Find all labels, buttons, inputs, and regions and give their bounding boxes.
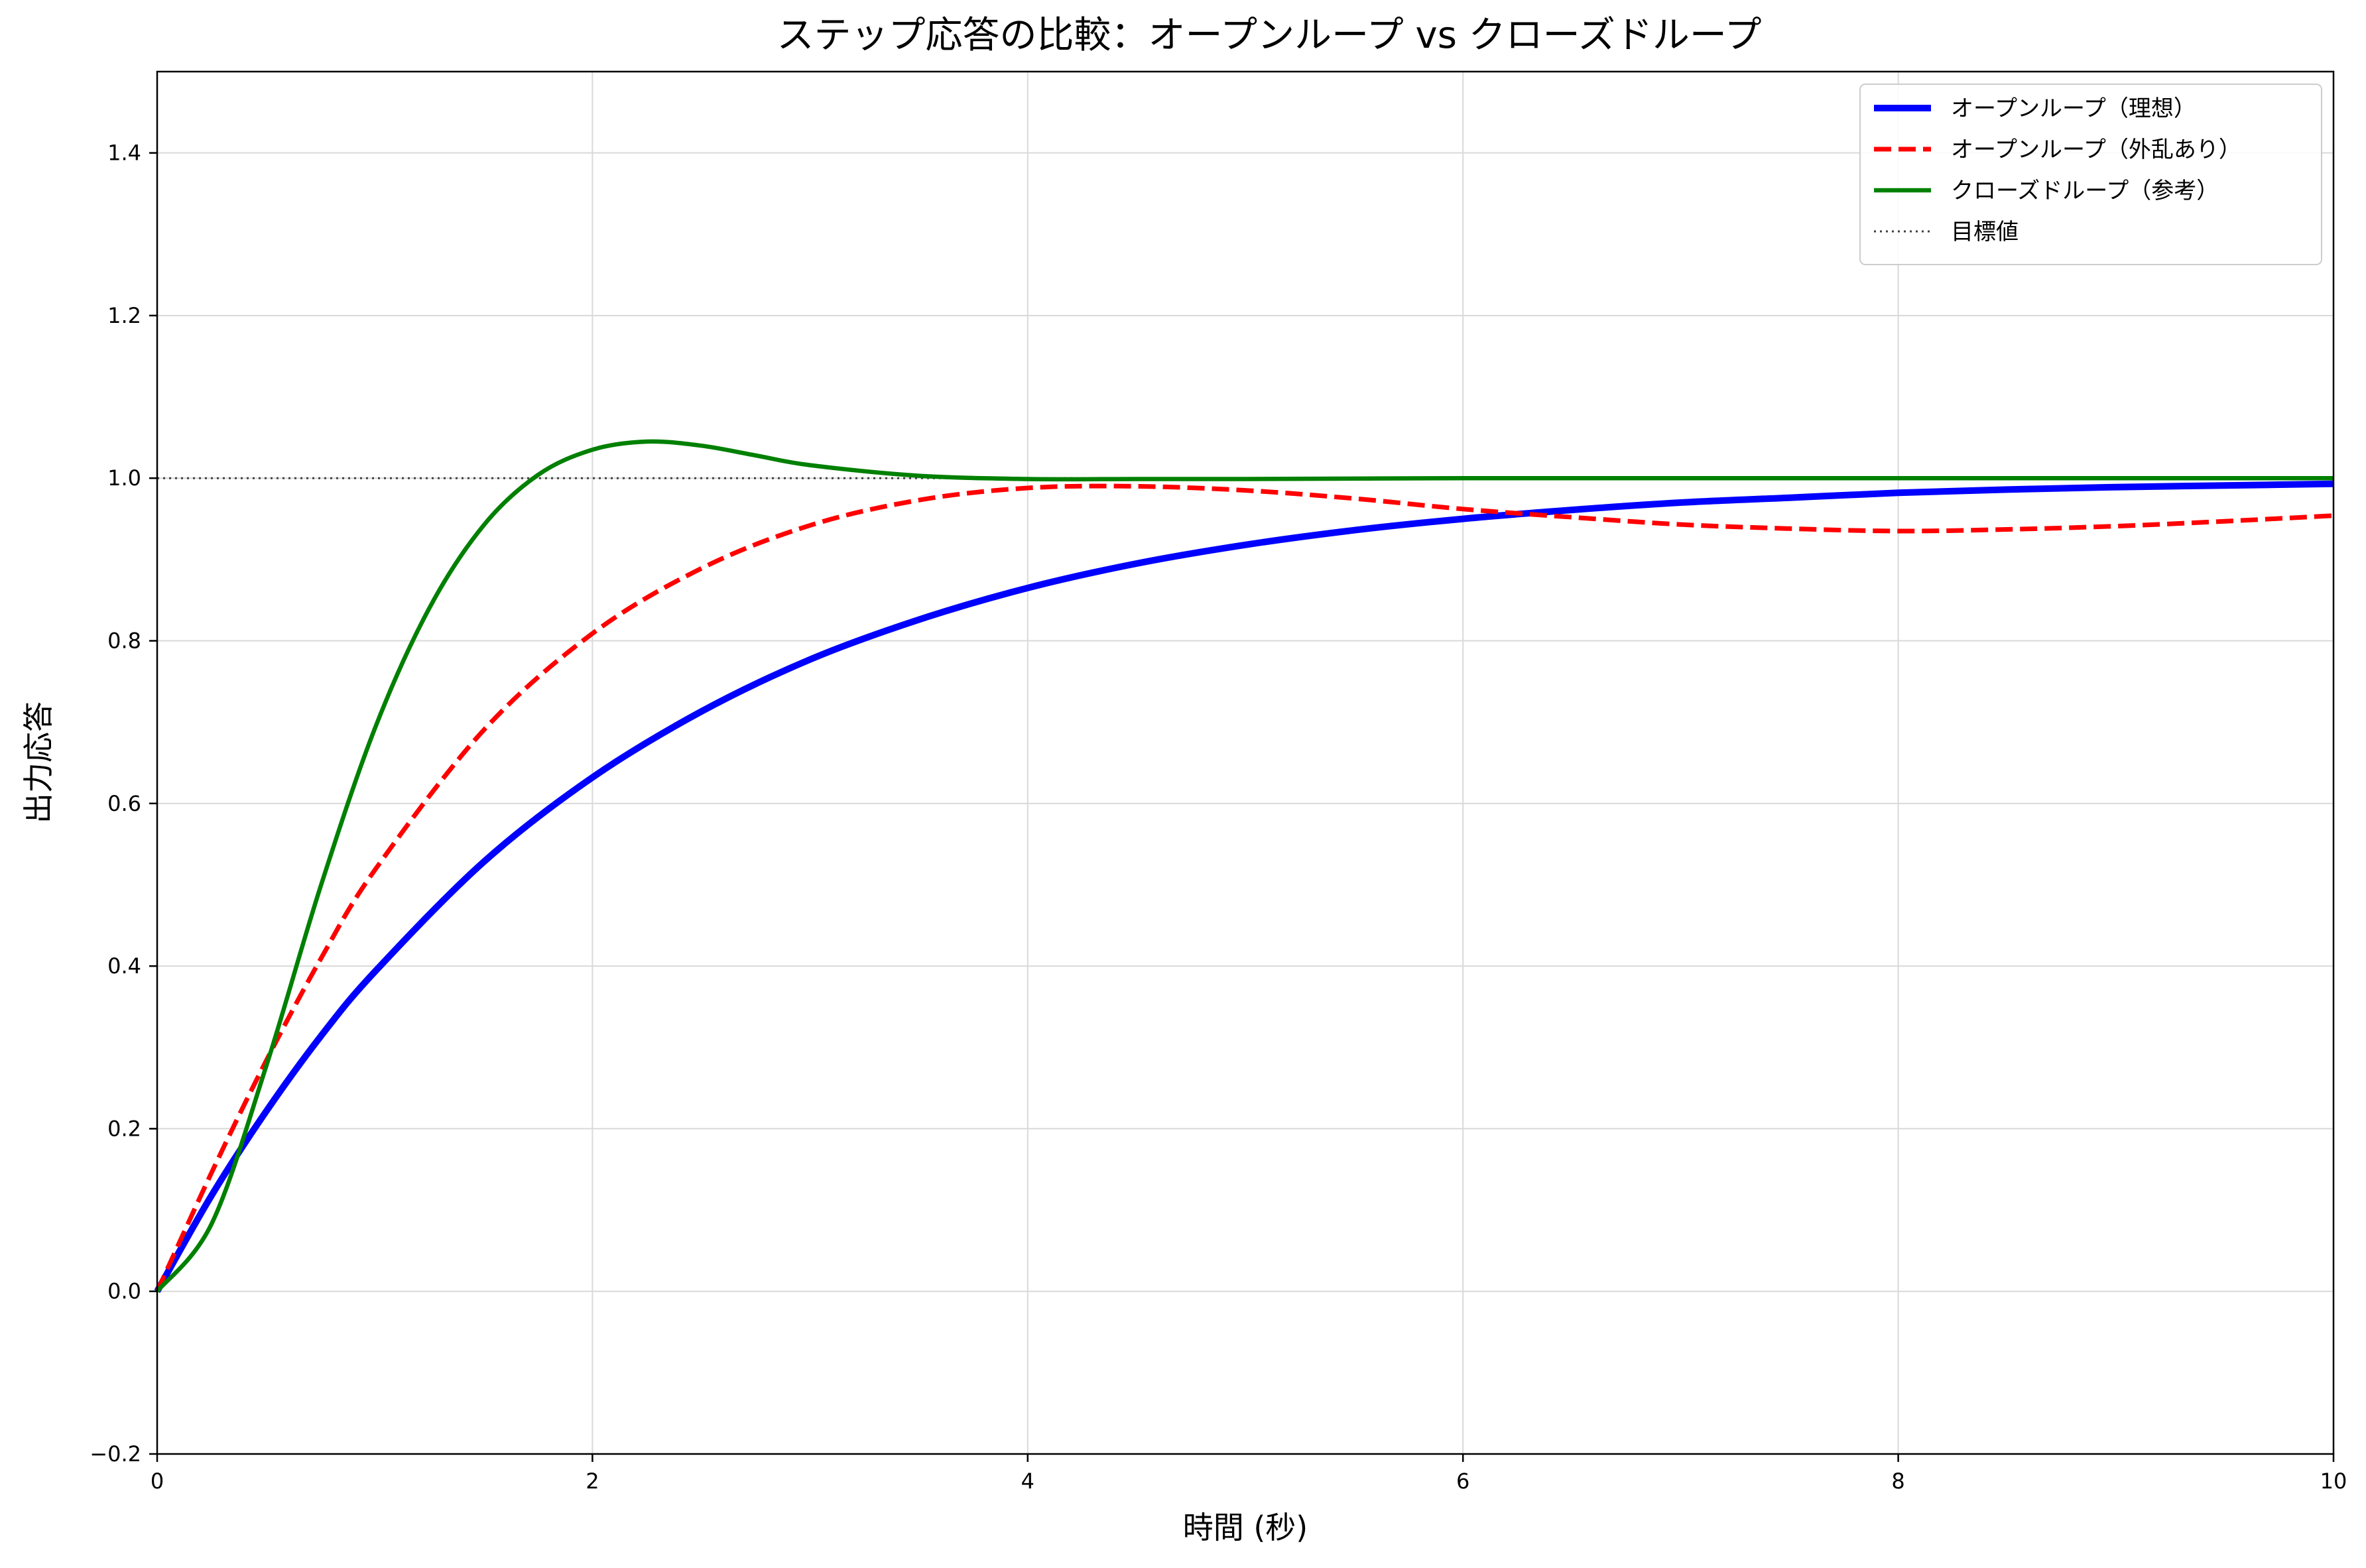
y-tick-label: 1.4 bbox=[107, 141, 141, 166]
series-line-0 bbox=[154, 480, 2334, 1294]
legend-label: オープンループ（理想） bbox=[1951, 95, 2196, 122]
y-tick-label: 0.8 bbox=[107, 629, 141, 654]
x-tick-label: 8 bbox=[1891, 1469, 1904, 1494]
series-layer bbox=[154, 439, 2334, 1294]
gridlines bbox=[156, 72, 2334, 1455]
legend: オープンループ（理想） オープンループ（外乱あり） クローズドループ（参考） 目標値 bbox=[1859, 84, 2322, 265]
y-tick-label: 1.0 bbox=[107, 465, 141, 491]
y-axis-title: 出力応答 bbox=[21, 701, 56, 823]
x-tick-label: 2 bbox=[586, 1469, 599, 1494]
y-axis: −0.2 0.0 0.2 0.4 0.6 0.8 1.0 1.2 1.4 bbox=[90, 141, 157, 1467]
legend-frame bbox=[1859, 84, 2322, 265]
plot-frame bbox=[156, 70, 2335, 1455]
x-tick-label: 10 bbox=[2320, 1469, 2347, 1494]
y-tick-label: −0.2 bbox=[90, 1441, 141, 1467]
y-tick-label: 0.2 bbox=[107, 1116, 141, 1141]
x-tick-label: 4 bbox=[1021, 1469, 1034, 1494]
y-tick-label: 0.4 bbox=[107, 953, 141, 979]
series-line-1 bbox=[155, 483, 2334, 1293]
x-tick-label: 0 bbox=[151, 1469, 164, 1494]
y-tick-label: 0.6 bbox=[107, 791, 141, 816]
legend-label: オープンループ（外乱あり） bbox=[1951, 137, 2241, 163]
legend-label: クローズドループ（参考） bbox=[1951, 178, 2219, 204]
legend-label: 目標値 bbox=[1951, 219, 2019, 245]
y-tick-label: 1.2 bbox=[107, 303, 141, 328]
x-axis-title: 時間 (秒) bbox=[1183, 1510, 1308, 1545]
y-tick-label: 0.0 bbox=[107, 1279, 141, 1304]
chart-title: ステップ応答の比較：オープンループ vs クローズドループ bbox=[777, 14, 1761, 57]
series-line-2 bbox=[155, 439, 2334, 1293]
x-tick-label: 6 bbox=[1456, 1469, 1469, 1494]
x-axis: 0 2 4 6 8 10 bbox=[151, 1454, 2347, 1494]
